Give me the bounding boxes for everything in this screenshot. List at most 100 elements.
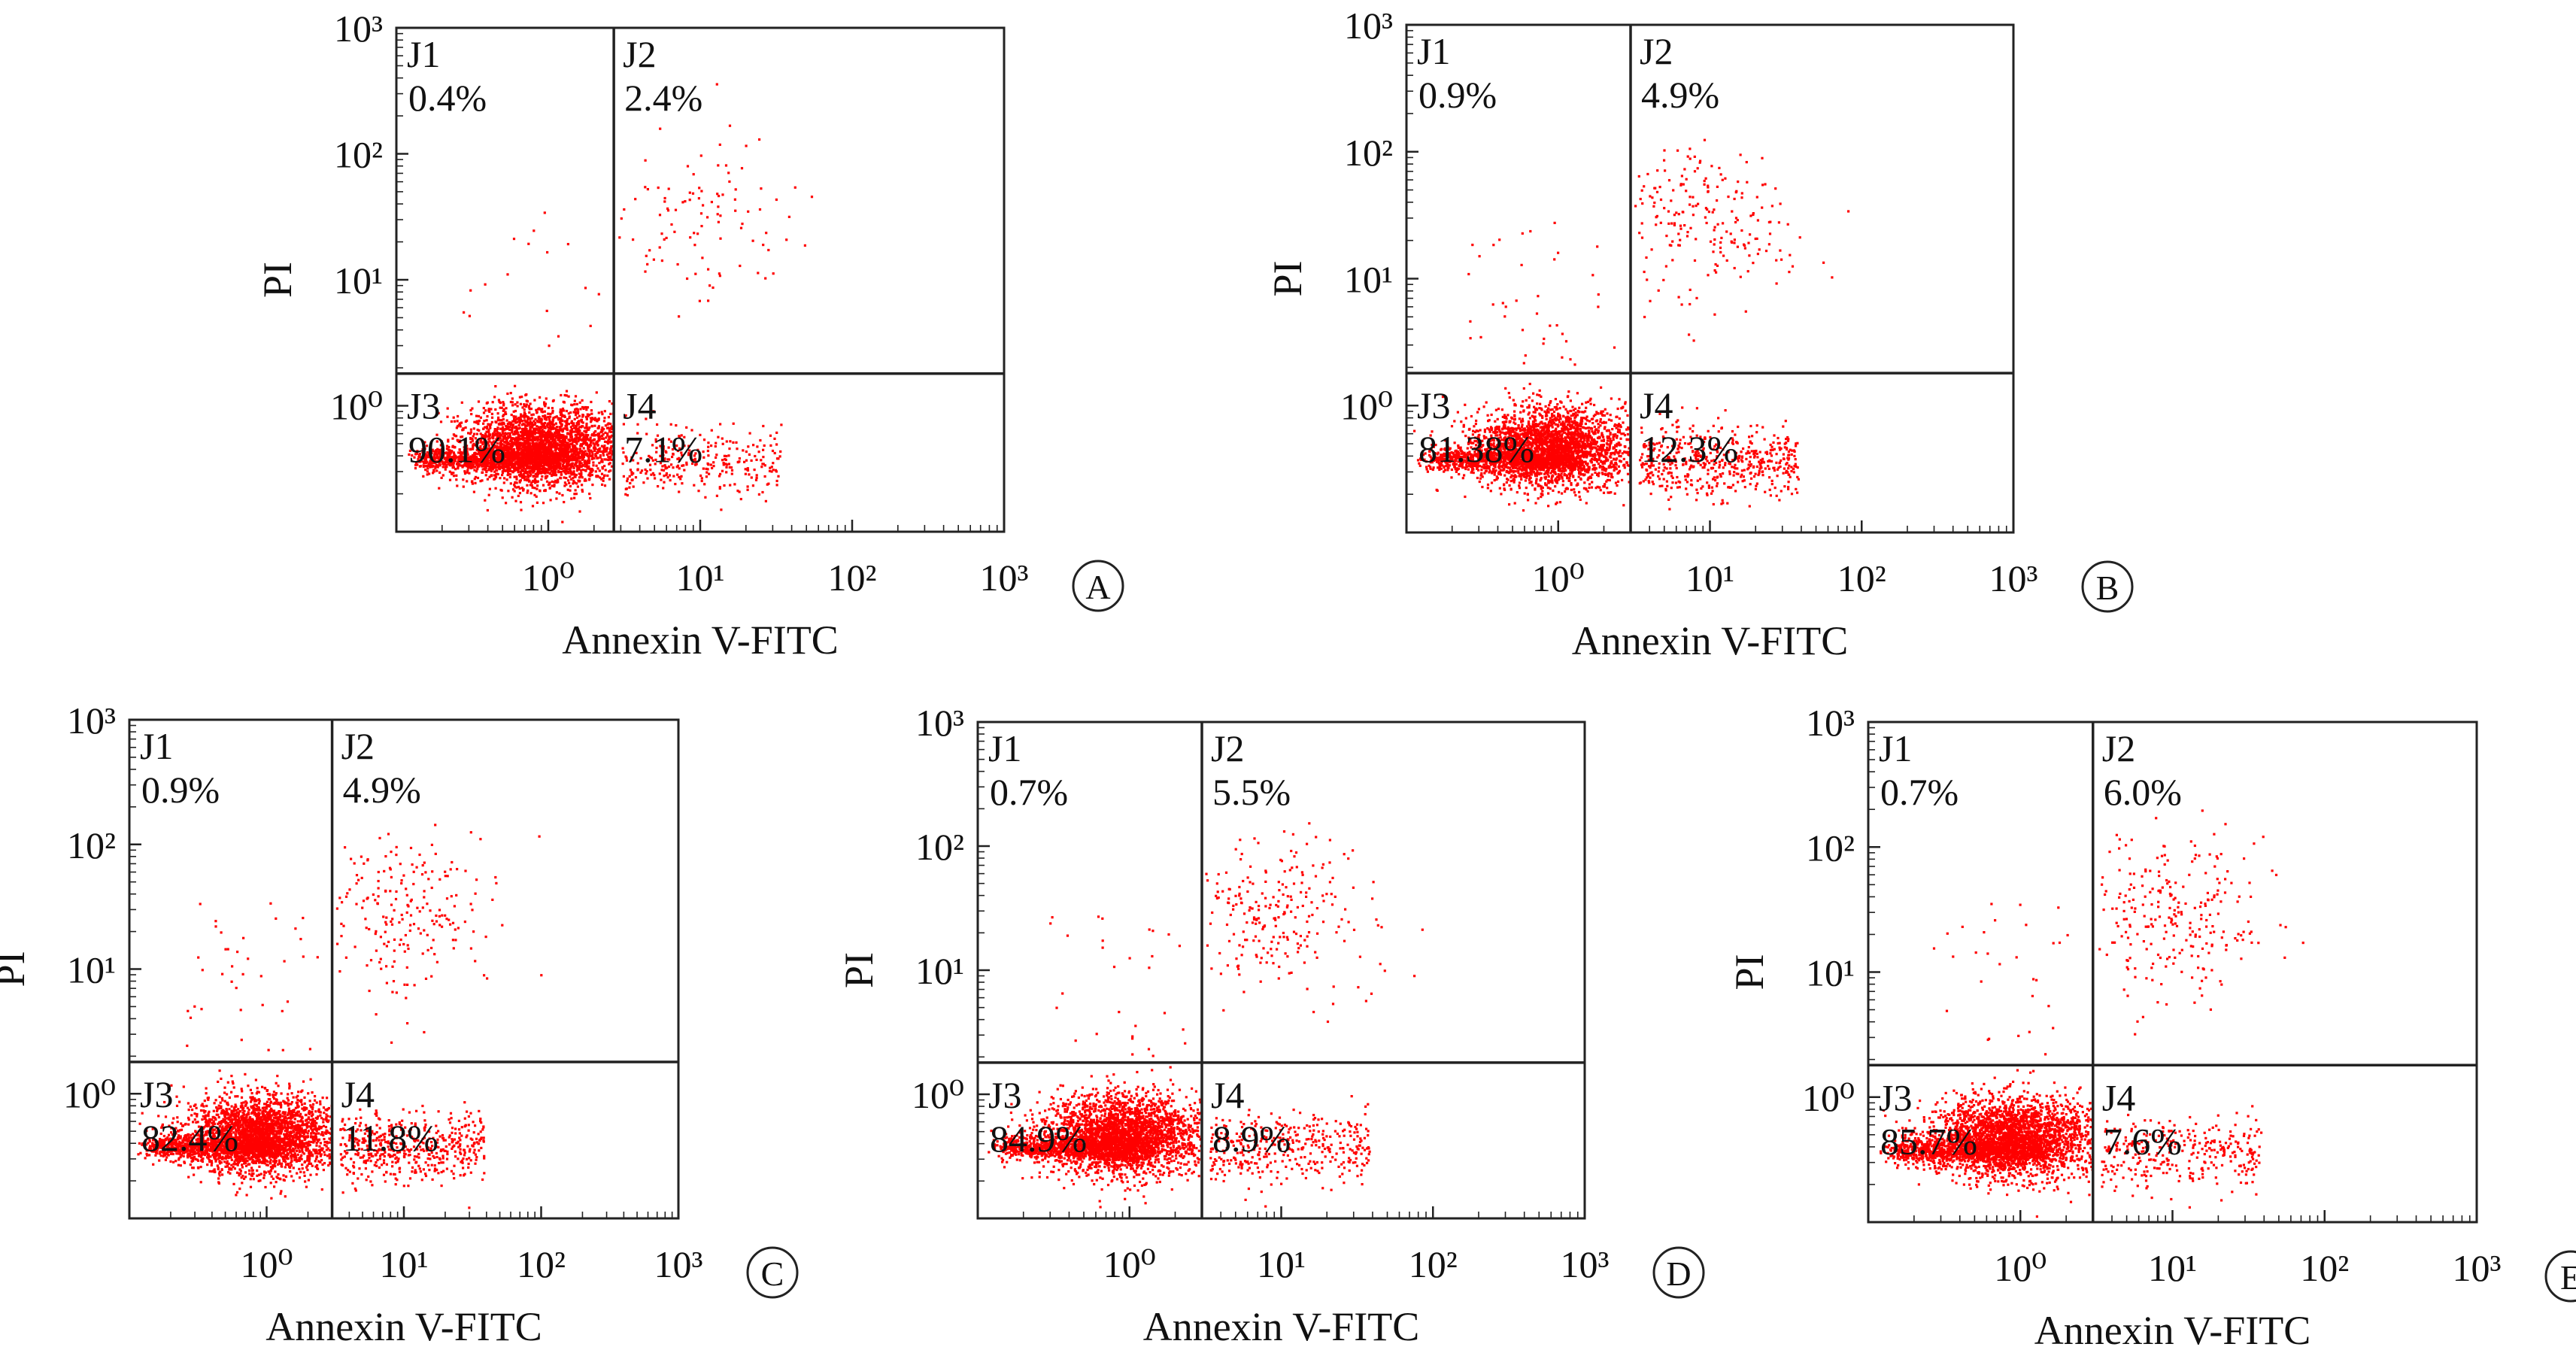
event-dot: [560, 393, 563, 397]
event-dot: [644, 186, 647, 189]
event-dot: [600, 478, 603, 481]
event-dot: [717, 435, 720, 438]
event-dot: [505, 425, 508, 428]
event-dot: [719, 237, 722, 240]
event-dot: [581, 432, 584, 435]
event-dot: [1602, 491, 1606, 494]
event-dot: [604, 424, 607, 427]
event-dot: [1493, 473, 1496, 476]
event-dot: [499, 419, 502, 422]
event-dot: [681, 482, 684, 485]
event-dot: [481, 463, 484, 466]
event-dot: [525, 403, 528, 406]
event-dot: [605, 458, 608, 461]
event-dot: [516, 420, 519, 423]
event-dot: [505, 407, 508, 410]
event-dot: [603, 450, 606, 454]
event-dot: [561, 493, 564, 497]
event-dot: [710, 429, 713, 432]
event-dot: [555, 426, 558, 429]
event-dot: [579, 460, 582, 463]
event-dot: [455, 478, 458, 481]
event-dot: [536, 481, 539, 484]
event-dot: [602, 479, 605, 482]
event-dot: [517, 471, 520, 474]
event-dot: [719, 423, 722, 426]
event-dot: [523, 463, 526, 466]
event-dot: [481, 447, 484, 451]
event-dot: [507, 427, 510, 430]
event-dot: [557, 447, 560, 450]
event-dot: [532, 229, 536, 232]
event-dot: [584, 287, 587, 290]
event-dot: [521, 406, 524, 409]
event-dot: [686, 277, 689, 281]
event-dot: [764, 277, 767, 280]
event-dot: [511, 397, 514, 400]
event-dot: [699, 212, 703, 215]
event-dot: [725, 454, 728, 458]
event-dot: [728, 124, 732, 127]
event-dot: [707, 463, 710, 466]
event-dot: [1614, 481, 1618, 484]
event-dot: [577, 479, 580, 482]
event-dot: [578, 426, 581, 429]
event-dot: [546, 463, 549, 466]
event-dot: [634, 198, 637, 201]
event-dot: [670, 223, 673, 226]
event-dot: [533, 438, 536, 441]
event-dot: [566, 488, 569, 491]
event-dot: [603, 417, 606, 420]
event-dot: [446, 415, 449, 418]
event-dot: [549, 426, 552, 429]
event-dot: [517, 485, 520, 489]
event-dot: [712, 286, 715, 290]
event-dot: [590, 449, 593, 452]
event-dot: [587, 444, 590, 447]
event-dot: [533, 478, 536, 481]
event-dot: [451, 437, 454, 440]
event-dot: [517, 453, 520, 456]
event-dot: [1624, 409, 1627, 412]
event-dot: [600, 472, 604, 475]
event-dot: [474, 475, 478, 478]
event-dot: [530, 432, 533, 435]
event-dot: [513, 432, 516, 436]
event-dot: [481, 443, 484, 446]
event-dot: [485, 419, 488, 422]
event-dot: [565, 423, 569, 426]
event-dot: [748, 473, 751, 476]
event-dot: [593, 424, 596, 427]
event-dot: [440, 476, 443, 479]
event-dot: [427, 454, 430, 457]
event-dot: [548, 481, 551, 484]
event-dot: [571, 430, 574, 433]
event-dot: [715, 83, 718, 86]
event-dot: [527, 405, 530, 408]
event-dot: [721, 193, 724, 196]
event-dot: [447, 448, 450, 451]
event-dot: [1608, 478, 1611, 482]
event-dot: [645, 254, 648, 257]
event-dot: [700, 479, 703, 483]
event-dot: [539, 468, 542, 471]
event-dot: [550, 423, 553, 426]
event-dot: [595, 391, 598, 394]
event-dot: [565, 450, 568, 454]
event-dot: [605, 441, 608, 444]
event-dot: [746, 488, 749, 491]
event-dot: [590, 409, 593, 412]
x-axis-label: Annexin V-FITC: [562, 617, 839, 663]
event-dot: [546, 250, 549, 254]
event-dot: [739, 226, 743, 229]
event-dot: [584, 438, 587, 442]
event-dot: [510, 414, 513, 417]
event-dot: [632, 238, 635, 241]
event-dot: [718, 275, 721, 278]
event-dot: [715, 441, 718, 444]
event-dot: [721, 442, 724, 445]
event-dot: [702, 456, 705, 459]
event-dot: [482, 407, 485, 410]
event-dot: [494, 487, 497, 490]
event-dot: [758, 138, 761, 141]
